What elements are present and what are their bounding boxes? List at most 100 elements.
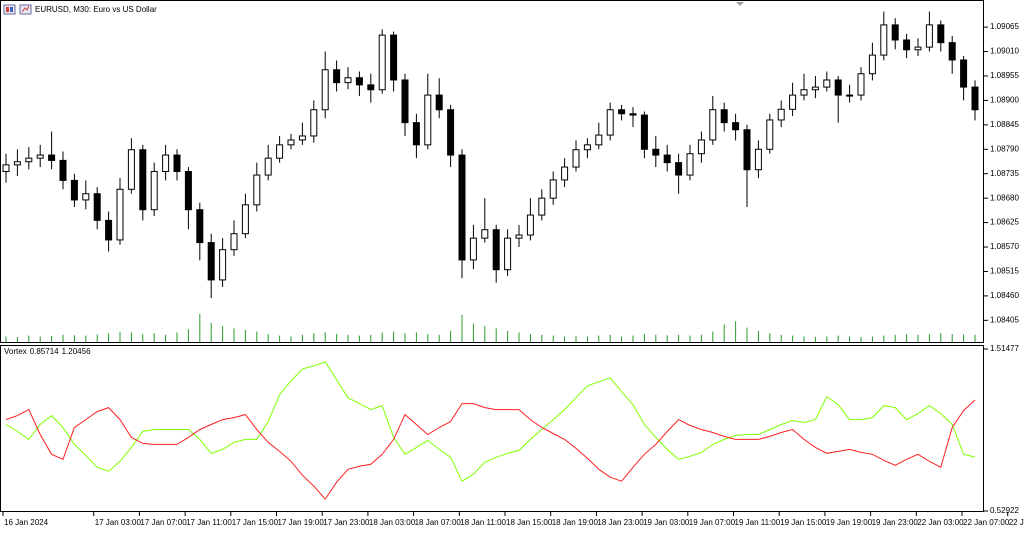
candle-body (116, 188, 124, 241)
volume-bar (461, 314, 463, 342)
volume-bar (16, 336, 18, 342)
volume-bar (700, 334, 702, 342)
volume-bar (381, 332, 383, 342)
volume-bar (655, 334, 657, 342)
candle-body (732, 122, 740, 131)
volume-bar (518, 332, 520, 342)
volume-bar (906, 334, 908, 342)
volume-bar (73, 335, 75, 342)
candle-body (25, 157, 33, 163)
volume-bar (222, 326, 224, 342)
volume-bar (165, 334, 167, 342)
volume-bar (757, 330, 759, 342)
volume-bar (746, 327, 748, 342)
candle-body (538, 197, 546, 216)
volume-bar (541, 334, 543, 342)
candle-body (504, 237, 512, 271)
candle-body (287, 139, 295, 146)
volume-bar (256, 331, 258, 342)
x-tick-label: 18 Jan 03:00 (369, 518, 416, 527)
volume-bar (142, 334, 144, 342)
volume-bar (370, 334, 372, 342)
candle-body (663, 154, 671, 164)
candle-body (230, 233, 238, 251)
shift-marker[interactable] (736, 2, 744, 6)
candle-body (766, 119, 774, 150)
candle-body (515, 234, 523, 239)
candle-body (298, 135, 306, 141)
candle-body (777, 108, 785, 121)
y-tick-label: 1.08515 (990, 267, 1019, 276)
candle-body (937, 24, 945, 44)
volume-bar (666, 335, 668, 342)
candle-body (333, 69, 341, 84)
icon[interactable] (19, 4, 32, 15)
candle-body (800, 89, 808, 96)
vortex-line (5, 399, 976, 500)
x-tick-label: 22 Jan 11:00 (1009, 518, 1024, 527)
volume-bar (450, 330, 452, 342)
y-tick-label: 1.51477 (990, 344, 1019, 353)
candle-body (150, 171, 158, 211)
volume-bar (598, 335, 600, 342)
volume-bar (621, 336, 623, 342)
x-tick-label: 22 Jan 03:00 (917, 518, 964, 527)
volume-bar (928, 334, 930, 342)
candle-body (253, 174, 261, 206)
volume-bar (415, 332, 417, 342)
candle-body (640, 114, 648, 150)
volume-bar (894, 334, 896, 342)
volume-bar (860, 336, 862, 342)
volume-bar (632, 335, 634, 342)
volume-bar (735, 321, 737, 342)
candle-body (492, 229, 500, 271)
x-tick-label: 17 Jan 07:00 (140, 518, 187, 527)
volume-bar (39, 336, 41, 342)
volume-bar (313, 333, 315, 342)
icon[interactable] (3, 4, 16, 15)
candle-body (675, 162, 683, 176)
volume-bar (507, 330, 509, 342)
candle-body (857, 73, 865, 96)
candle-body (595, 134, 603, 146)
candle-body (618, 109, 626, 115)
candle-body (276, 144, 284, 159)
candle-body (458, 154, 466, 261)
indicator-value: 0.85714 (30, 347, 59, 356)
x-tick-label: 18 Jan 07:00 (415, 518, 462, 527)
candle-body (82, 193, 90, 201)
volume-bar (290, 336, 292, 342)
y-tick-label: 1.08680 (990, 193, 1019, 202)
y-tick-label: 1.09010 (990, 47, 1019, 56)
candle-body (572, 149, 580, 168)
candle-body (447, 109, 455, 156)
candle-body (2, 164, 10, 173)
x-tick-label: 19 Jan 19:00 (826, 518, 873, 527)
candle-body (162, 154, 170, 173)
candle-body (378, 34, 386, 91)
candle-body (344, 77, 352, 84)
chart-icons[interactable] (3, 4, 32, 15)
y-tick-label: 1.09065 (990, 22, 1019, 31)
candle-body (13, 161, 21, 166)
icon-part (6, 7, 9, 12)
y-tick-label: 1.08570 (990, 242, 1019, 251)
volume-bar (643, 334, 645, 342)
volume-bar (826, 336, 828, 342)
volume-bar (769, 333, 771, 342)
volume-bar (575, 336, 577, 342)
volume-bar (803, 336, 805, 342)
volume-bar (917, 334, 919, 342)
candle-body (70, 179, 78, 201)
candle-body (241, 204, 249, 235)
volume-bar (187, 329, 189, 342)
x-tick-label: 17 Jan 15:00 (232, 518, 279, 527)
x-tick-label: 17 Jan 19:00 (278, 518, 325, 527)
x-tick-label: 22 Jan 07:00 (963, 518, 1010, 527)
candle-body (868, 54, 876, 75)
candle-body (207, 242, 215, 281)
candle-body (526, 214, 534, 236)
candle-body (652, 148, 660, 156)
